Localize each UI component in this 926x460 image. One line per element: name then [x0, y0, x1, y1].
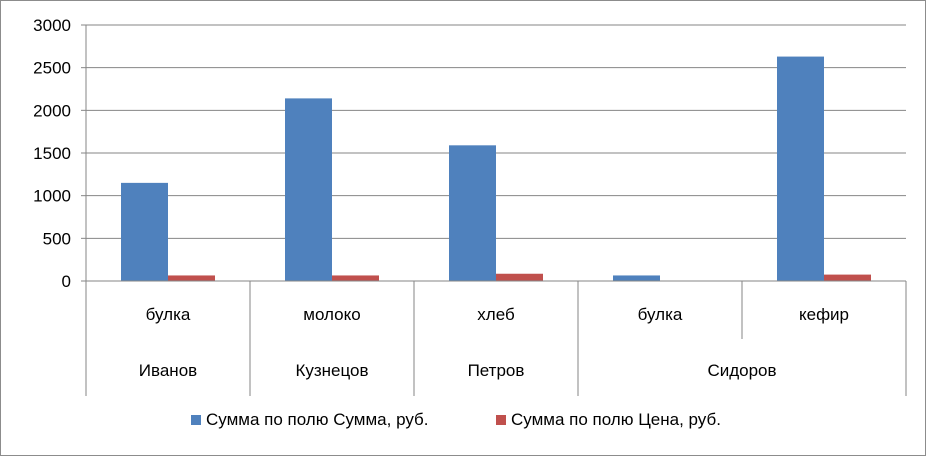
bars: [121, 56, 871, 282]
category-label: хлеб: [477, 305, 515, 324]
y-axis-tick-labels: 0 500 1000 1500 2000 2500 3000: [33, 16, 71, 291]
group-label: Иванов: [139, 361, 197, 380]
y-tick-label: 1000: [33, 187, 71, 206]
bar-summa: [121, 182, 168, 281]
group-label: Петров: [468, 361, 525, 380]
category-label: булка: [146, 305, 191, 324]
y-tick-label: 2000: [33, 101, 71, 120]
category-label: молоко: [303, 305, 360, 324]
bar-cena: [332, 275, 379, 281]
bar-summa: [613, 275, 660, 281]
group-label: Сидоров: [707, 361, 776, 380]
y-tick-label: 0: [62, 272, 71, 291]
y-tick-label: 500: [43, 229, 71, 248]
group-label: Кузнецов: [295, 361, 368, 380]
legend-entry: Сумма по полю Сумма, руб.: [206, 410, 428, 429]
y-tick-label: 1500: [33, 144, 71, 163]
bar-cena: [824, 274, 871, 281]
bar-summa: [777, 56, 824, 281]
y-tick-label: 2500: [33, 59, 71, 78]
x-axis-category-labels: булка молоко хлеб булка кефир Иванов Кузнецов П…: [139, 305, 849, 380]
category-label: кефир: [799, 305, 849, 324]
legend-entry: Сумма по полю Цена, руб.: [511, 410, 721, 429]
legend-swatch: [496, 415, 506, 425]
bar-summa: [449, 145, 496, 281]
bar-cena: [496, 273, 543, 281]
bar-summa: [285, 98, 332, 282]
bar-cena: [168, 275, 215, 281]
y-tick-label: 3000: [33, 16, 71, 35]
legend: Сумма по полю Сумма, руб. Сумма по полю Ц…: [191, 410, 721, 429]
axes: [81, 24, 907, 396]
legend-swatch: [191, 415, 201, 425]
category-label: булка: [638, 305, 683, 324]
